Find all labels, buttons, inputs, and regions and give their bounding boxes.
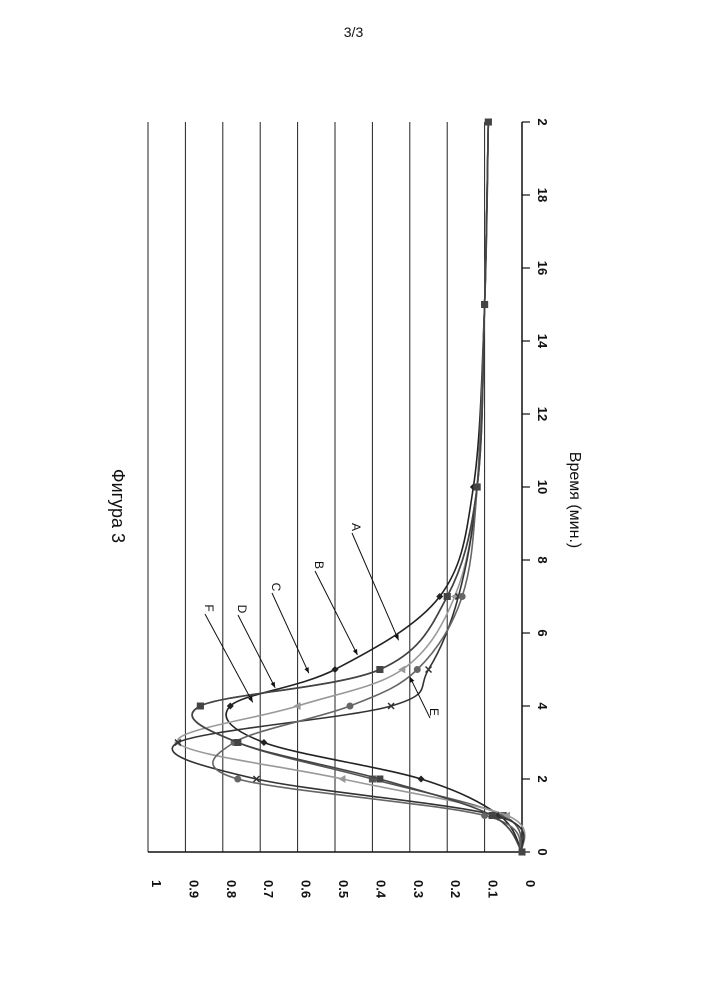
callout-leader (238, 615, 275, 688)
data-point-f (485, 119, 492, 126)
data-point-a (260, 739, 267, 746)
x-tick-label: 4 (535, 702, 550, 710)
data-point-a (418, 776, 425, 783)
y-tick-label: 0.9 (186, 880, 201, 898)
callout-leader (315, 571, 357, 655)
callout-label-d: D (235, 605, 249, 614)
x-tick-label: 8 (535, 556, 550, 563)
data-point-f (376, 776, 383, 783)
data-point-f (444, 593, 451, 600)
callout-leader (352, 533, 399, 640)
x-tick-label: 6 (535, 629, 550, 636)
data-point-e (346, 703, 353, 710)
y-tick-label: 0.5 (336, 880, 351, 898)
x-axis-title: Время (мин.) (566, 452, 583, 548)
x-tick-label: 0 (535, 848, 550, 855)
y-tick-label: 0.7 (261, 880, 276, 898)
data-point-f (489, 812, 496, 819)
y-tick-label: 0.3 (411, 880, 426, 898)
chart-title: Фигура 3 (108, 469, 128, 543)
callout-label-e: E (427, 708, 441, 716)
x-tick-label: 16 (535, 261, 550, 275)
y-tick-label: 0.2 (448, 880, 463, 898)
y-tick-label: 0 (523, 880, 538, 887)
data-point-f (481, 301, 488, 308)
data-point-e (414, 666, 421, 673)
data-point-e (234, 776, 241, 783)
callout-label-f: F (202, 604, 216, 611)
data-point-d (426, 667, 432, 673)
data-point-a (332, 666, 339, 673)
callout-label-c: C (269, 583, 283, 592)
x-tick-label: 14 (535, 334, 550, 349)
data-point-c (338, 775, 345, 783)
x-tick-label: 2 (535, 775, 550, 782)
callout-leader (205, 614, 253, 702)
x-tick-label: 18 (535, 188, 550, 202)
y-tick-label: 0.6 (299, 880, 314, 898)
data-point-f (474, 484, 481, 491)
y-tick-label: 0.1 (486, 880, 501, 898)
x-tick-label: 10 (535, 480, 550, 494)
x-tick-label: 2 (535, 118, 550, 125)
data-point-e (459, 593, 466, 600)
callout-label-b: B (312, 561, 326, 569)
data-point-f (234, 739, 241, 746)
data-point-f (519, 849, 526, 856)
callout-leader (272, 593, 309, 673)
y-tick-label: 0.4 (373, 880, 388, 899)
callout-label-a: A (349, 523, 363, 531)
x-tick-label: 12 (535, 407, 550, 421)
data-point-f (197, 703, 204, 710)
y-tick-label: 1 (149, 880, 164, 887)
y-tick-label: 0.8 (224, 880, 239, 898)
data-point-f (376, 666, 383, 673)
